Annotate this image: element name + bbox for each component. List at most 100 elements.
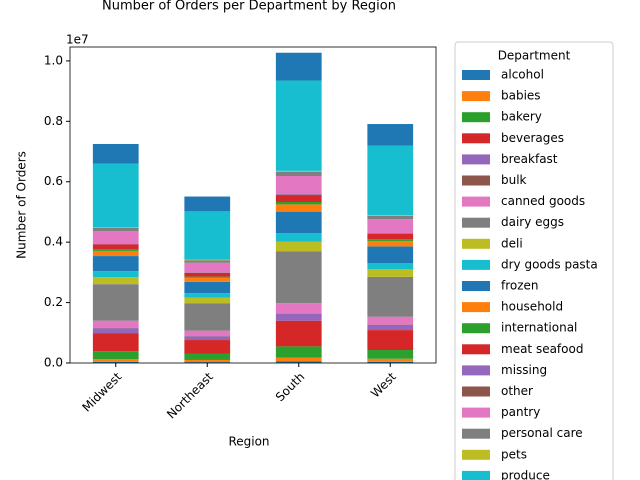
bar-segment (275, 313, 322, 321)
legend-swatch (462, 133, 490, 144)
bar-segment (367, 239, 414, 241)
bar-segment (367, 316, 414, 325)
bar-segment (275, 211, 322, 234)
bar-segment (184, 353, 231, 360)
bar-segment (275, 195, 322, 202)
legend-label: meat seafood (501, 342, 583, 356)
legend-swatch (462, 70, 490, 80)
legend-label: produce (501, 468, 550, 480)
bar-segment (275, 201, 322, 205)
bar-segment (92, 320, 139, 328)
bar-segment (184, 297, 231, 304)
y-axis-label: Number of Orders (15, 151, 29, 259)
bar-segment (92, 227, 139, 228)
y-tick-label: 0.6 (44, 174, 63, 188)
bar-segment (367, 219, 414, 234)
y-tick-label: 0.4 (44, 235, 63, 249)
legend-label: personal care (501, 426, 583, 440)
chart-title: Number of Orders per Department by Regio… (102, 0, 396, 14)
legend-box (454, 41, 614, 480)
bar-segment (184, 276, 231, 278)
bar-segment (275, 80, 322, 171)
bar-segment (92, 143, 139, 164)
legend-label: missing (501, 363, 547, 377)
bar-segment (92, 277, 139, 285)
y-offset-label: 1e7 (66, 33, 89, 47)
bar-segment (367, 263, 414, 270)
bar-segment (92, 230, 139, 244)
legend-swatch (462, 302, 490, 313)
legend-swatch (462, 196, 490, 207)
bar-segment (184, 272, 231, 277)
bar-segment (92, 163, 139, 228)
bar-segment (367, 269, 414, 277)
bar-segment (92, 271, 139, 278)
y-tick-label: 0.2 (44, 295, 63, 309)
bar-segment (275, 320, 322, 347)
legend-swatch (462, 217, 490, 228)
legend-swatch (462, 238, 490, 249)
bar-segment (92, 256, 139, 272)
bar-segment (367, 240, 414, 247)
legend-swatch (462, 365, 490, 376)
legend-label: bulk (501, 173, 527, 187)
legend-title: Department (498, 49, 571, 63)
legend-label: bakery (501, 110, 542, 124)
legend-swatch (462, 259, 490, 270)
legend-label: alcohol (501, 68, 544, 82)
bar-segment (275, 346, 322, 358)
bar-segment (275, 175, 322, 195)
bar-segment (367, 145, 414, 216)
bar-segment (184, 260, 231, 263)
bar-segment (275, 171, 322, 176)
legend-label: dairy eggs (501, 215, 564, 229)
bar-segment (92, 244, 139, 250)
y-tick-label: 1.0 (44, 53, 63, 67)
bar-segment (367, 246, 414, 264)
bar-segment (184, 211, 231, 260)
legend-swatch (462, 112, 490, 123)
bar-segment (275, 361, 322, 363)
legend-swatch (462, 407, 490, 418)
legend-swatch (462, 281, 490, 291)
legend-label: pets (501, 447, 527, 461)
x-tick-label: Midwest (79, 369, 124, 414)
bar-segment (184, 362, 231, 363)
legend-label: beverages (501, 131, 564, 145)
bar-segment (184, 330, 231, 337)
legend-label: household (501, 300, 563, 314)
legend-label: international (501, 321, 577, 335)
legend-swatch (462, 323, 490, 334)
bar-segment (275, 52, 322, 81)
legend-swatch (462, 344, 490, 355)
bar-segment (184, 303, 231, 331)
x-axis-label: Region (228, 435, 269, 449)
legend-swatch (462, 175, 490, 186)
legend-label: canned goods (501, 194, 585, 208)
plot-frame (69, 46, 437, 364)
bar-segment (184, 359, 231, 363)
legend-swatch (462, 386, 490, 397)
bar-segment (184, 259, 231, 261)
x-tick-label: South (273, 370, 308, 405)
bar-segment (367, 234, 414, 240)
bar-segment (275, 233, 322, 242)
bar-segment (92, 361, 139, 363)
bar-segment (184, 196, 231, 212)
y-tick-label: 0.0 (44, 356, 63, 370)
bar-segment (92, 284, 139, 321)
bar-segment (92, 249, 139, 251)
legend-swatch (462, 91, 490, 102)
bar-segment (92, 227, 139, 231)
legend-label: pantry (501, 405, 540, 419)
legend-swatch (462, 154, 490, 165)
legend-swatch (462, 449, 490, 460)
bar-segment (184, 262, 231, 273)
bar-segment (275, 170, 322, 172)
bar-segment (92, 359, 139, 362)
bar-segment (275, 241, 322, 252)
bar-segment (367, 233, 414, 235)
bar-segment (92, 351, 139, 360)
bar-segment (92, 328, 139, 334)
